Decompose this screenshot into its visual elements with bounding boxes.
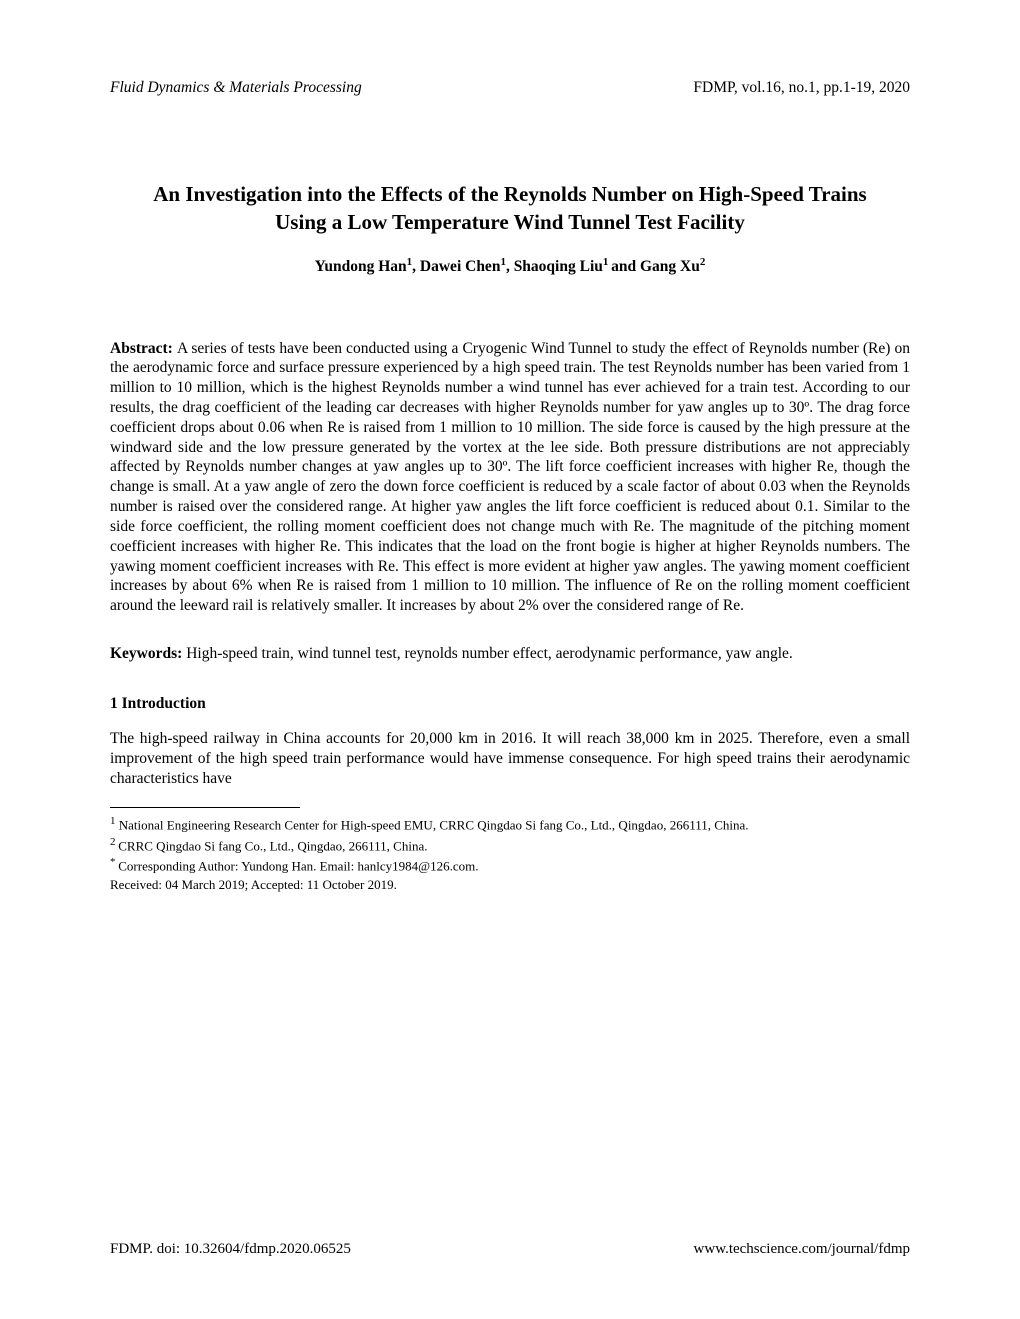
footnote-affil-2: 2 CRRC Qingdao Si fang Co., Ltd., Qingda… [110,835,910,855]
author-2-name: Dawei Chen [420,258,501,275]
abstract-text: A series of tests have been conducted us… [110,340,910,615]
footer-url: www.techscience.com/journal/fdmp [694,1240,910,1259]
abstract-label: Abstract: [110,340,177,357]
footnote-2-text: CRRC Qingdao Si fang Co., Ltd., Qingdao,… [118,838,427,853]
footer-doi: FDMP. doi: 10.32604/fdmp.2020.06525 [110,1240,351,1259]
author-4-affil-sup: 2 [700,256,706,268]
footnote-affil-1: 1 National Engineering Research Center f… [110,814,910,834]
page-footer: FDMP. doi: 10.32604/fdmp.2020.06525 www.… [110,1240,910,1259]
section-1-heading: 1 Introduction [110,694,910,714]
footnote-dates: Received: 04 March 2019; Accepted: 11 Oc… [110,876,910,894]
footnote-corresponding: * Corresponding Author: Yundong Han. Ema… [110,855,910,875]
footnote-rule [110,807,300,808]
journal-citation-right: FDMP, vol.16, no.1, pp.1-19, 2020 [693,78,910,98]
author-and: and [611,258,640,275]
article-title: An Investigation into the Effects of the… [140,180,880,237]
footnotes-block: 1 National Engineering Research Center f… [110,814,910,894]
footnote-3-sup: * [110,856,118,868]
journal-name-left: Fluid Dynamics & Materials Processing [110,78,362,98]
abstract-paragraph: Abstract: A series of tests have been co… [110,339,910,617]
keywords-text: High-speed train, wind tunnel test, reyn… [186,645,793,662]
running-header: Fluid Dynamics & Materials Processing FD… [110,78,910,98]
footnote-3-text: Corresponding Author: Yundong Han. Email… [118,859,478,874]
footnote-1-text: National Engineering Research Center for… [116,817,749,832]
author-1-name: Yundong Han [315,258,407,275]
keywords-label: Keywords: [110,645,186,662]
authors-line: Yundong Han1, Dawei Chen1, Shaoqing Liu1… [110,255,910,277]
author-3-name: Shaoqing Liu [514,258,603,275]
author-4-name: Gang Xu [640,258,700,275]
author-sep: , [412,258,420,275]
author-sep: , [506,258,514,275]
footnote-2-sup: 2 [110,836,118,848]
keywords-paragraph: Keywords: High-speed train, wind tunnel … [110,644,910,664]
section-1-paragraph: The high-speed railway in China accounts… [110,729,910,788]
author-3-affil-sup: 1 [603,256,611,268]
